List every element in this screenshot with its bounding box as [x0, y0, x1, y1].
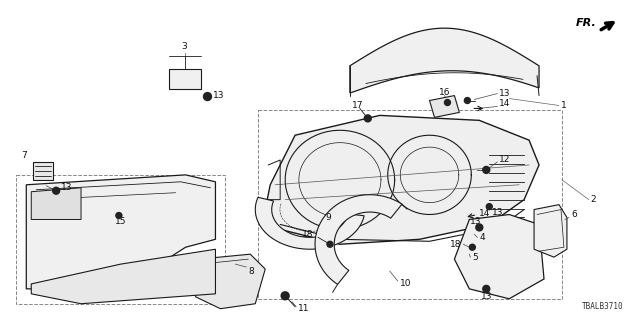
Circle shape	[465, 98, 470, 103]
Polygon shape	[534, 204, 567, 257]
Polygon shape	[454, 214, 544, 299]
Bar	[17, 175, 225, 304]
Circle shape	[483, 285, 490, 292]
Circle shape	[52, 187, 60, 194]
Circle shape	[364, 115, 371, 122]
Circle shape	[281, 292, 289, 300]
Polygon shape	[196, 254, 265, 309]
Text: 10: 10	[399, 279, 411, 288]
Text: 3: 3	[182, 43, 188, 52]
Text: 17: 17	[352, 101, 364, 110]
Circle shape	[483, 166, 490, 173]
Text: 15: 15	[115, 217, 127, 226]
Circle shape	[116, 212, 122, 219]
Text: 18: 18	[450, 240, 461, 249]
Polygon shape	[315, 195, 402, 284]
Polygon shape	[33, 162, 53, 180]
Text: 13: 13	[212, 91, 224, 100]
Text: 13: 13	[481, 292, 492, 301]
Polygon shape	[350, 28, 539, 93]
Text: 2: 2	[591, 195, 596, 204]
Text: 14: 14	[479, 209, 491, 218]
Text: 12: 12	[499, 156, 511, 164]
Polygon shape	[31, 188, 81, 220]
Polygon shape	[429, 96, 460, 117]
Text: 7: 7	[21, 150, 27, 160]
Text: 8: 8	[248, 267, 254, 276]
Bar	[259, 110, 562, 299]
Circle shape	[444, 100, 451, 106]
Text: 11: 11	[298, 304, 310, 313]
Text: 5: 5	[472, 253, 478, 262]
Text: 13: 13	[499, 89, 511, 98]
Circle shape	[476, 224, 483, 231]
Circle shape	[327, 241, 333, 247]
Text: 13: 13	[492, 208, 504, 217]
Text: 16: 16	[438, 88, 450, 97]
Circle shape	[486, 204, 492, 210]
Text: 4: 4	[479, 233, 485, 242]
Circle shape	[204, 92, 211, 100]
Text: 13: 13	[61, 183, 72, 192]
Polygon shape	[255, 197, 364, 249]
Text: 1: 1	[561, 101, 566, 110]
Text: FR.: FR.	[576, 18, 596, 28]
Text: 9: 9	[325, 213, 331, 222]
Text: 6: 6	[571, 210, 577, 219]
Polygon shape	[265, 116, 539, 244]
Polygon shape	[26, 175, 216, 289]
Polygon shape	[31, 249, 216, 304]
Circle shape	[469, 244, 476, 250]
Text: 13: 13	[470, 217, 481, 226]
Text: 18: 18	[301, 230, 313, 239]
Text: 14: 14	[499, 99, 511, 108]
Text: TBALB3710: TBALB3710	[582, 302, 623, 311]
Polygon shape	[169, 69, 200, 89]
